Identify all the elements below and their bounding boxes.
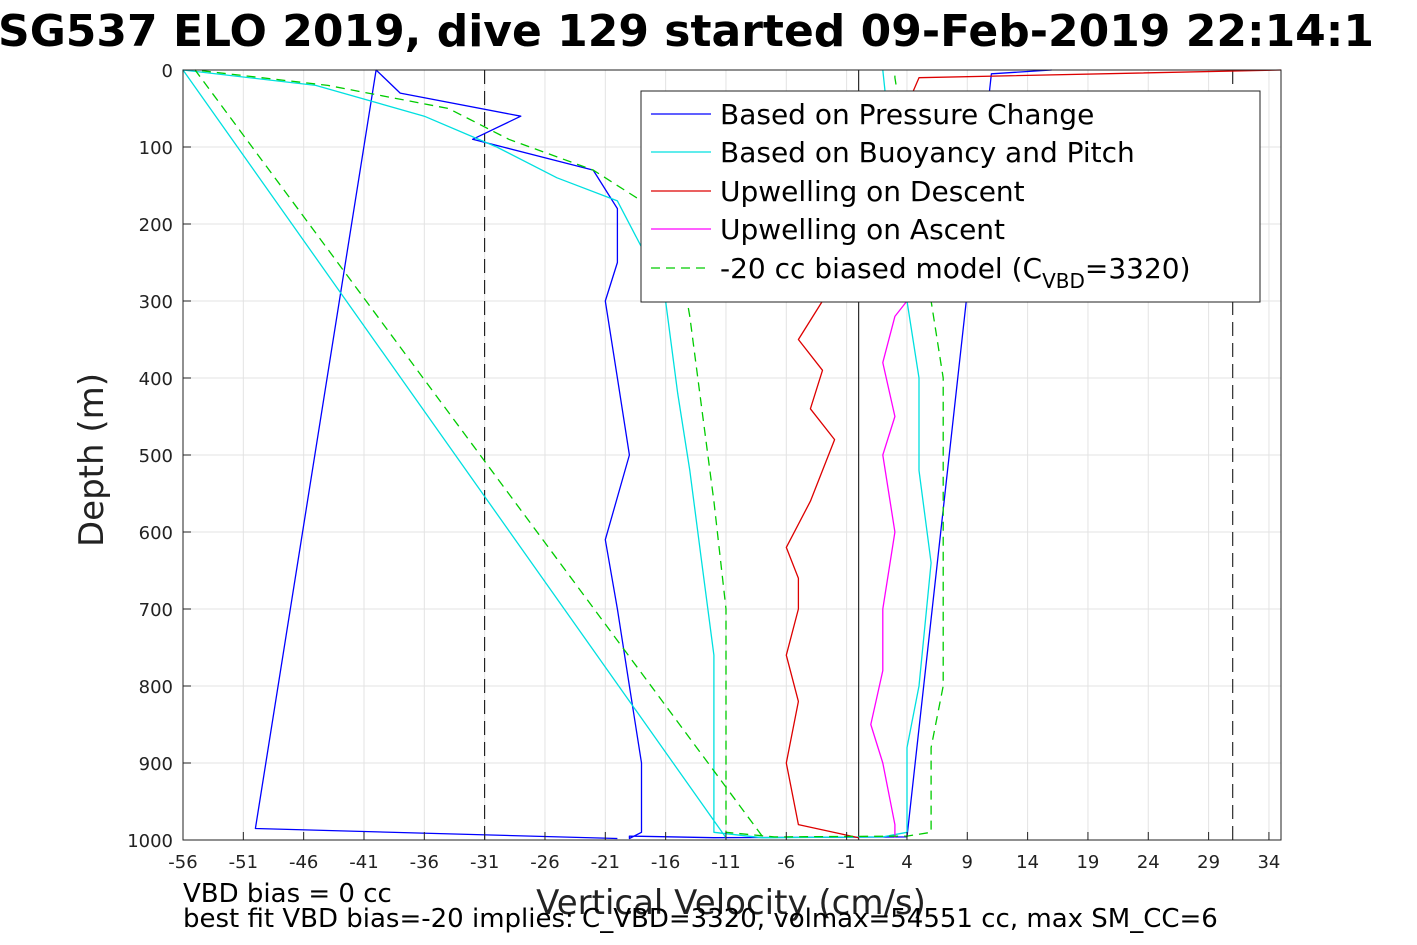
y-tick-label: 200 [139,215,173,236]
legend-label-biased-sub: VBD [1042,269,1085,293]
y-tick-label: 300 [139,292,173,313]
x-tick-label: 24 [1137,852,1160,873]
best-fit-note: best fit VBD bias=-20 implies: C_VBD=332… [183,904,1218,934]
series-line-2 [785,69,1282,839]
x-tick-label: -51 [229,852,258,873]
series-line-0 [254,69,1052,840]
legend-label-biased-prefix: -20 cc biased model (C [720,252,1042,285]
y-tick-label: 800 [139,677,173,698]
x-tick-label: 29 [1197,852,1220,873]
x-tick-label: 19 [1076,852,1099,873]
x-tick-label: -36 [410,852,439,873]
x-tick-label: -1 [838,852,856,873]
y-tick-label: 100 [139,138,173,159]
y-tick-label: 400 [139,369,173,390]
x-tick-label: 34 [1257,852,1280,873]
legend-label-biased-model: -20 cc biased model (CVBD=3320) [720,252,1191,293]
y-tick-label: 1000 [127,831,173,852]
x-tick-label: -41 [349,852,378,873]
x-tick-label: 9 [962,852,973,873]
x-tick-label: -16 [651,852,680,873]
x-tick-label: -6 [777,852,795,873]
y-ticks: 0 100 200 300 400 500 600 700 800 900 1000 [127,61,191,852]
legend-label-upwelling-descent: Upwelling on Descent [720,175,1025,208]
y-tick-label: 600 [139,523,173,544]
x-tick-label: -46 [289,852,318,873]
y-tick-label: 0 [162,61,173,82]
series-line-4 [194,69,944,838]
legend-label-buoyancy: Based on Buoyancy and Pitch [720,136,1135,169]
x-tick-label: 4 [901,852,912,873]
legend-label-upwelling-ascent: Upwelling on Ascent [720,213,1005,246]
x-tick-label: -21 [591,852,620,873]
legend: Based on Pressure Change Based on Buoyan… [640,90,1261,303]
x-tick-label: -26 [530,852,559,873]
x-tick-label: -56 [168,852,197,873]
legend-label-biased-suffix: =3320) [1085,252,1191,285]
x-ticks: -56 -51 -46 -41 -36 -31 -26 -21 -16 -11 -6 -1 4 9 14 19… [168,832,1280,873]
vbd-bias-note: VBD bias = 0 cc [183,879,392,909]
series-line-1 [182,69,932,839]
legend-label-pressure: Based on Pressure Change [720,98,1094,131]
x-tick-label: 14 [1016,852,1039,873]
legend-box [640,90,1261,303]
series-group [182,69,1282,840]
x-tick-label: -11 [711,852,740,873]
y-tick-label: 500 [139,446,173,467]
chart-title: SG537 ELO 2019, dive 129 started 09-Feb-… [0,6,1374,57]
y-axis-label: Depth (m) [72,373,112,547]
series-line-3 [870,300,908,838]
y-tick-label: 900 [139,754,173,775]
y-tick-label: 700 [139,600,173,621]
x-tick-label: -31 [470,852,499,873]
x-axis-label: Vertical Velocity (cm/s) [536,883,926,923]
